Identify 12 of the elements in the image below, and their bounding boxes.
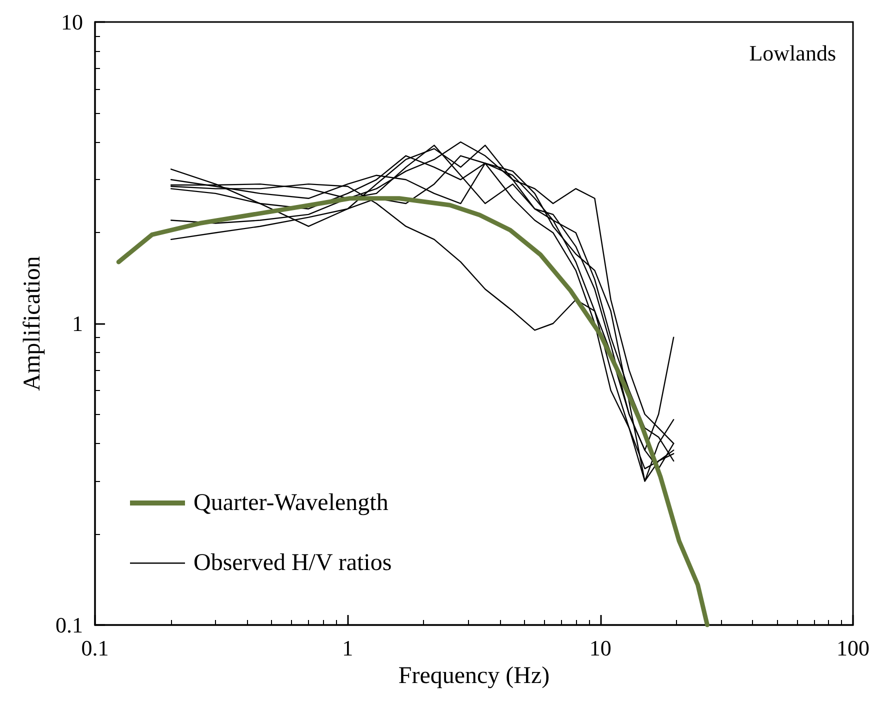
annotation: Lowlands <box>749 40 836 66</box>
x-tick-label: 10 <box>589 636 612 660</box>
legend-label: Observed H/V ratios <box>194 550 392 576</box>
x-tick-label: 100 <box>836 636 870 660</box>
y-axis-title: Amplification <box>20 256 46 391</box>
x-tick-label: 0.1 <box>81 636 109 660</box>
x-tick-label: 1 <box>342 636 354 660</box>
y-tick-label: 10 <box>61 10 83 34</box>
y-tick-label: 0.1 <box>56 612 83 638</box>
x-axis-title: Frequency (Hz) <box>398 662 550 689</box>
y-tick-label: 1 <box>72 311 83 336</box>
legend-label: Quarter-Wavelength <box>194 490 388 516</box>
